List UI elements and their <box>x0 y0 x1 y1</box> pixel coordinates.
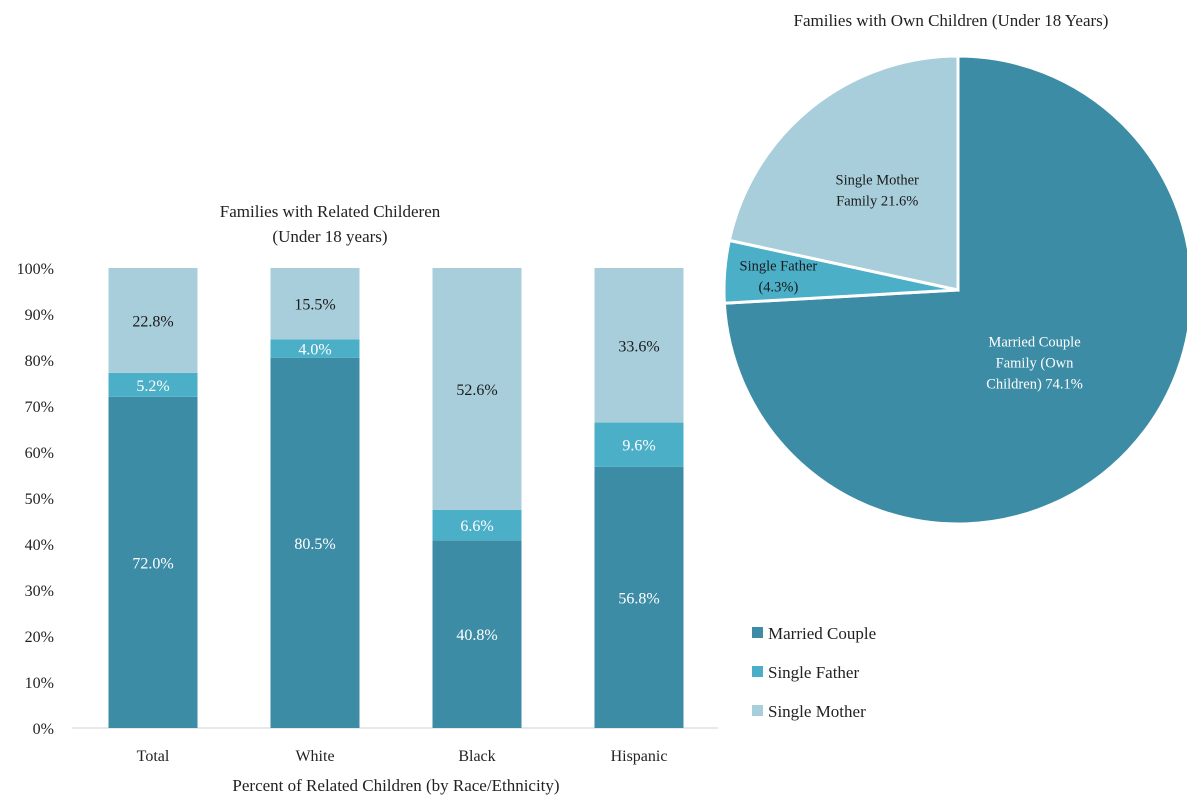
x-tick-label: White <box>295 748 334 765</box>
bar-segment <box>432 540 522 728</box>
y-tick-label: 80% <box>25 353 54 370</box>
bar-segment <box>594 466 684 728</box>
bar-chart-title-line-1: Families with Related Childeren <box>220 202 441 221</box>
pie-slice-label: Family (Own <box>996 355 1074 371</box>
pie-slice-label: Family 21.6% <box>836 193 918 209</box>
y-tick-label: 90% <box>25 307 54 324</box>
y-tick-label: 0% <box>33 721 54 738</box>
pie-slice-label: Single Father <box>740 258 818 274</box>
pie-slice-label: Single Mother <box>836 172 920 188</box>
legend-swatch <box>752 666 763 677</box>
y-tick-label: 50% <box>25 491 54 508</box>
bar-segment <box>270 268 360 340</box>
x-axis-title: Percent of Related Children (by Race/Eth… <box>232 776 559 795</box>
bar-data-label: 4.0% <box>298 342 331 359</box>
y-tick-label: 30% <box>25 583 54 600</box>
y-tick-label: 70% <box>25 399 54 416</box>
pie-slice-label: (4.3%) <box>758 279 798 295</box>
x-tick-label: Black <box>458 748 495 765</box>
bar-segment <box>594 422 684 467</box>
bar-data-label: 9.6% <box>622 438 655 455</box>
bar-segment <box>432 268 522 510</box>
bar-segment <box>594 268 684 423</box>
pie-chart-title: Families with Own Children (Under 18 Yea… <box>794 11 1109 30</box>
y-tick-label: 20% <box>25 629 54 646</box>
bar-segment <box>108 268 198 373</box>
legend-label: Married Couple <box>768 624 876 643</box>
bar-data-label: 56.8% <box>618 590 659 607</box>
bar-data-label: 6.6% <box>460 518 493 535</box>
bar-data-label: 80.5% <box>294 536 335 553</box>
bar-segment <box>108 396 198 728</box>
pie-slice <box>727 54 960 292</box>
bar-data-label: 72.0% <box>132 555 173 572</box>
y-tick-label: 10% <box>25 675 54 692</box>
legend-label: Single Father <box>768 663 859 682</box>
bar-data-label: 52.6% <box>456 382 497 399</box>
y-tick-label: 40% <box>25 537 54 554</box>
bar-data-label: 40.8% <box>456 627 497 644</box>
bar-segment <box>432 509 522 541</box>
x-tick-label: Hispanic <box>611 748 668 765</box>
pie-chart: Families with Own Children (Under 18 Yea… <box>722 11 1187 526</box>
bar-data-label: 22.8% <box>132 313 173 330</box>
bar-segment <box>270 339 360 358</box>
x-axis-ticks: Total White Black Hispanic <box>137 748 668 765</box>
y-tick-label: 100% <box>17 261 54 278</box>
x-tick-label: Total <box>137 748 170 765</box>
bar-chart-title-line-2: (Under 18 years) <box>272 227 387 246</box>
y-axis-ticks: 0% 10% 20% 30% 40% 50% 60% 70% 80% 90% 100% <box>17 261 54 738</box>
pie-slice <box>722 54 1187 526</box>
pie-slice-label: Married Couple <box>988 334 1080 350</box>
pie-labels: Married Couple Family (Own Children) 74.1%… <box>740 172 1083 392</box>
legend-label: Single Mother <box>768 702 866 721</box>
bars: 72.0% 5.2% 22.8% 80.5% 4.0% 15.5% 40.8% 6.6% 52.… <box>108 268 684 728</box>
y-tick-label: 60% <box>25 445 54 462</box>
pie-slice-label: Children) 74.1% <box>986 376 1083 392</box>
bar-data-label: 15.5% <box>294 297 335 314</box>
stacked-bar-chart: Families with Related Childeren (Under 1… <box>17 202 718 795</box>
pie-slices <box>722 54 1187 526</box>
legend: Married Couple Single Father Single Mother <box>752 624 876 721</box>
bar-segment <box>108 372 198 397</box>
bar-data-label: 33.6% <box>618 338 659 355</box>
legend-swatch <box>752 627 763 638</box>
bar-data-label: 5.2% <box>136 378 169 395</box>
bar-segment <box>270 357 360 728</box>
legend-swatch <box>752 705 763 716</box>
